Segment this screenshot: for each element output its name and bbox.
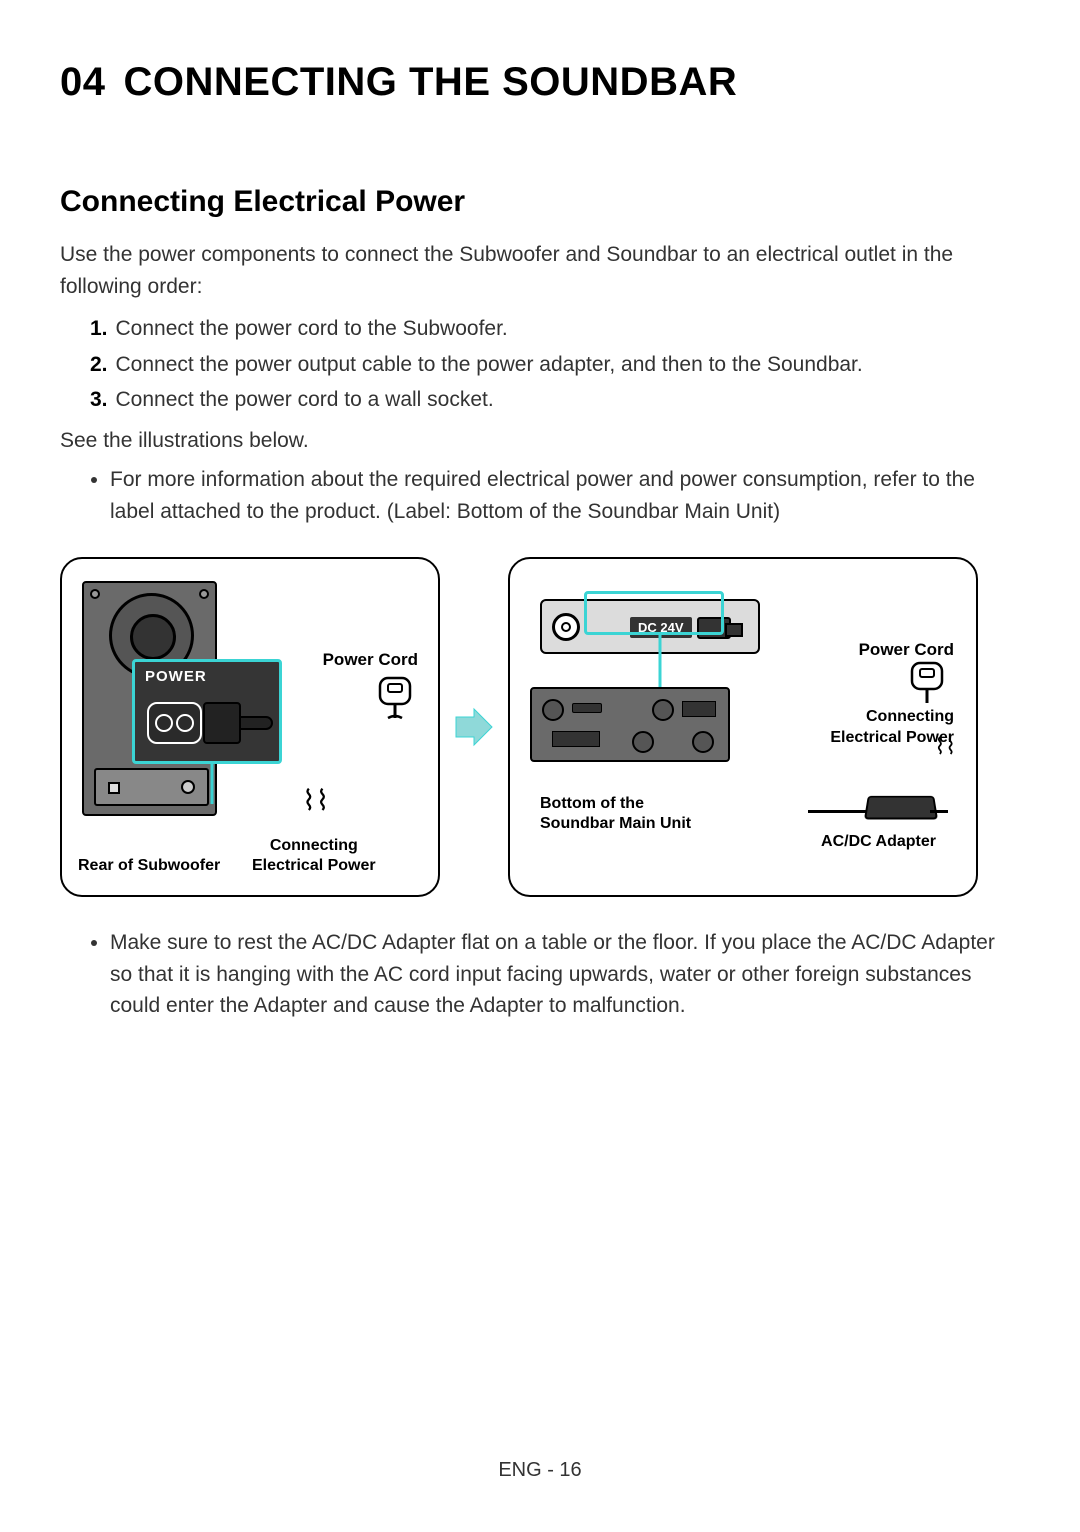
power-cord-label: Power Cord xyxy=(859,639,954,661)
step-text: Connect the power cord to a wall socket. xyxy=(116,388,494,411)
bottom-unit-label: Bottom of the Soundbar Main Unit xyxy=(540,794,691,836)
rear-of-subwoofer-label: Rear of Subwoofer xyxy=(78,856,220,877)
led-indicator xyxy=(108,782,120,794)
step-number: 3. xyxy=(90,388,108,411)
adapter-label: AC/DC Adapter xyxy=(821,832,936,853)
connecting-line-1: Connecting xyxy=(830,707,954,728)
port-circle xyxy=(692,731,714,753)
port xyxy=(572,703,602,713)
arrow-between xyxy=(454,557,494,897)
info-bullet: For more information about the required … xyxy=(110,464,1020,527)
connecting-power-label: Connecting Electrical Power xyxy=(830,707,954,749)
power-label: POWER xyxy=(135,662,279,685)
step-number: 2. xyxy=(90,353,108,376)
page-footer: ENG - 16 xyxy=(0,1459,1080,1482)
port-box xyxy=(552,731,600,747)
steps-list: 1. Connect the power cord to the Subwoofe… xyxy=(60,312,1020,417)
button-dot xyxy=(181,780,195,794)
plug-body xyxy=(203,702,241,744)
power-socket xyxy=(147,702,202,744)
step-item: 1. Connect the power cord to the Subwoofe… xyxy=(90,312,1020,346)
screw xyxy=(90,589,100,599)
chapter-title: CONNECTING THE SOUNDBAR xyxy=(124,60,738,104)
dc-highlight xyxy=(584,591,724,635)
socket-hole xyxy=(176,714,194,732)
info-bullets: For more information about the required … xyxy=(60,464,1020,527)
subwoofer-lower-panel xyxy=(94,768,209,806)
step-item: 2. Connect the power output cable to the … xyxy=(90,348,1020,382)
bottom-label-line-2: Soundbar Main Unit xyxy=(540,814,691,835)
adapter-brick xyxy=(864,796,938,820)
diagram-soundbar: DC 24V ⌇⌇ xyxy=(508,557,978,897)
see-illustrations: See the illustrations below. xyxy=(60,425,1020,457)
diagram-row: POWER Power Cord xyxy=(60,557,1020,897)
step-item: 3. Connect the power cord to a wall socke… xyxy=(90,383,1020,417)
port-circle xyxy=(542,699,564,721)
screw xyxy=(199,589,209,599)
connecting-line-1: Connecting xyxy=(252,836,376,857)
bottom-label-line-1: Bottom of the xyxy=(540,794,691,815)
socket-hole xyxy=(155,714,173,732)
step-text: Connect the power cord to the Subwoofer. xyxy=(116,317,508,340)
diagram-subwoofer: POWER Power Cord xyxy=(60,557,440,897)
connecting-line-2: Electrical Power xyxy=(830,728,954,749)
step-text: Connect the power output cable to the po… xyxy=(116,353,863,376)
power-panel: POWER xyxy=(132,659,282,764)
jack-inner xyxy=(561,622,571,632)
dc-jack xyxy=(552,613,580,641)
callout-line xyxy=(202,759,282,819)
cable-squiggle-icon: ⌇⌇ xyxy=(302,784,329,817)
section-heading: Connecting Electrical Power xyxy=(60,185,1020,219)
power-plug xyxy=(203,702,273,752)
connecting-line-2: Electrical Power xyxy=(252,856,376,877)
soundbar-unit xyxy=(530,687,730,762)
warning-bullets: Make sure to rest the AC/DC Adapter flat… xyxy=(60,927,1020,1022)
warning-bullet: Make sure to rest the AC/DC Adapter flat… xyxy=(110,927,1020,1022)
page: 04 CONNECTING THE SOUNDBAR Connecting Ele… xyxy=(0,0,1080,1532)
port-box xyxy=(682,701,716,717)
callout-line xyxy=(650,634,670,689)
plug-cable xyxy=(239,716,273,730)
port-circle xyxy=(652,699,674,721)
step-number: 1. xyxy=(90,317,108,340)
adapter-cable xyxy=(808,810,868,813)
port-circle xyxy=(632,731,654,753)
intro-paragraph: Use the power components to connect the … xyxy=(60,239,1020,302)
arrow-right-icon xyxy=(454,707,494,747)
connecting-power-label: Connecting Electrical Power xyxy=(252,836,376,878)
power-cord-icon xyxy=(906,659,948,707)
adapter-cable xyxy=(930,810,948,813)
chapter-number: 04 xyxy=(60,60,106,104)
power-cord-icon xyxy=(374,674,416,722)
subwoofer-speaker-inner xyxy=(130,614,176,660)
chapter-heading: 04 CONNECTING THE SOUNDBAR xyxy=(60,60,1020,105)
power-cord-label: Power Cord xyxy=(323,649,418,671)
